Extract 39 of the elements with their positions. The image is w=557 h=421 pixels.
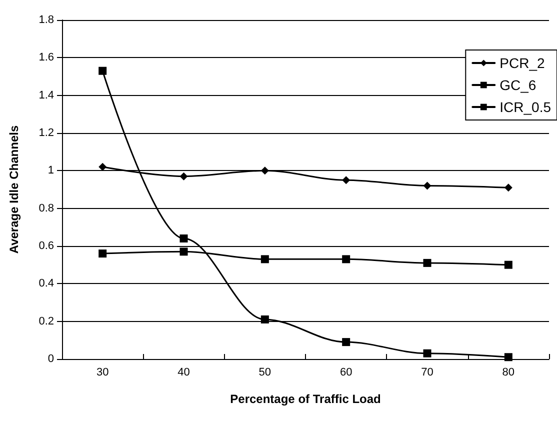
x-tick-label: 50 [258, 366, 272, 378]
y-tick-label: 0.2 [38, 315, 54, 328]
point [180, 248, 188, 256]
y-tick-label: 1 [48, 164, 54, 177]
y-tick-label: 1.8 [38, 14, 54, 26]
point [423, 258, 432, 267]
y-axis-title: Average Idle Channels [7, 125, 21, 254]
y-tick-label: 0 [48, 353, 54, 365]
point [423, 349, 432, 358]
point [423, 182, 432, 190]
y-tick-label: 0.8 [38, 202, 54, 214]
x-axis-title: Percentage of Traffic Load [230, 392, 381, 406]
y-tick-label: 0.6 [38, 240, 54, 252]
y-tick-label: 0.4 [38, 278, 54, 290]
point [504, 353, 512, 362]
point [342, 176, 350, 184]
point [98, 162, 107, 171]
y-tick-label: 1.4 [38, 89, 54, 102]
legend-label: PCR_2 [500, 55, 545, 71]
point [504, 260, 512, 269]
point [260, 315, 269, 324]
point [98, 66, 107, 75]
point [504, 184, 512, 192]
point [260, 166, 269, 175]
x-tick-label: 60 [340, 366, 352, 378]
point [342, 255, 350, 264]
point [260, 255, 269, 264]
x-tick-label: 30 [96, 366, 109, 378]
point [180, 234, 188, 242]
y-tick-label: 1.6 [38, 52, 54, 64]
point [180, 172, 188, 180]
point [98, 250, 107, 258]
x-tick-label: 70 [421, 366, 434, 378]
y-tick-label: 1.2 [38, 127, 54, 139]
legend-label: ICR_0.5 [500, 99, 552, 115]
legend-label: GC_6 [500, 77, 536, 93]
x-tick-label: 80 [502, 366, 515, 378]
point [342, 338, 350, 346]
x-tick-label: 40 [178, 366, 190, 378]
